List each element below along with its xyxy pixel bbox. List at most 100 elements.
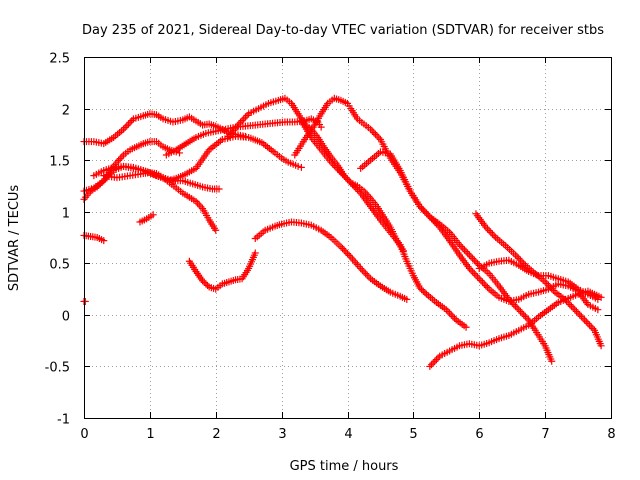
data-point (455, 241, 463, 249)
data-point (348, 181, 356, 189)
data-point (294, 162, 302, 170)
series-arc-13 (426, 287, 605, 370)
data-point (581, 316, 589, 324)
data-point (423, 209, 431, 217)
data-point (149, 211, 157, 219)
data-point (485, 227, 493, 235)
data-point (549, 286, 557, 294)
data-point (467, 266, 475, 274)
data-point (465, 251, 473, 259)
data-point (342, 248, 350, 256)
y-axis-label: SDTVAR / TECUs (7, 185, 22, 292)
x-tick-label: 2 (212, 427, 220, 442)
data-point (431, 357, 439, 365)
data-point (403, 295, 411, 303)
series-arc-10 (185, 249, 259, 293)
data-point (487, 228, 495, 236)
chart-title: Day 235 of 2021, Sidereal Day-to-day VTE… (82, 23, 604, 38)
data-point (126, 118, 134, 126)
data-point (421, 289, 429, 297)
data-point (576, 311, 584, 319)
data-point (472, 258, 480, 266)
data-point (429, 216, 437, 224)
data-point (518, 309, 526, 317)
data-point (548, 357, 556, 365)
data-point (563, 297, 571, 305)
data-point (429, 359, 437, 367)
data-point (424, 211, 432, 219)
y-tick-label: -1 (57, 413, 70, 428)
data-point (444, 307, 452, 315)
data-point (353, 186, 361, 194)
data-point (199, 277, 207, 285)
data-point (472, 271, 480, 279)
data-point (240, 115, 248, 123)
data-point (474, 260, 482, 268)
data-point (449, 313, 457, 321)
data-point (513, 253, 521, 261)
data-point (469, 254, 477, 262)
data-point (121, 123, 129, 131)
data-point (571, 306, 579, 314)
data-point (480, 280, 488, 288)
data-point (350, 182, 358, 190)
data-point (566, 301, 574, 309)
data-point (235, 120, 243, 128)
data-point (297, 163, 305, 171)
data-point (243, 111, 251, 119)
data-point (462, 248, 470, 256)
data-point (101, 175, 109, 183)
data-point (362, 270, 370, 278)
data-point (371, 130, 379, 138)
data-point (474, 273, 482, 281)
data-point (464, 249, 472, 257)
data-point (543, 280, 551, 288)
data-point (238, 117, 246, 125)
data-point (574, 309, 582, 317)
series-arc-12 (357, 148, 602, 314)
data-point (587, 323, 595, 331)
data-point (419, 206, 427, 214)
data-point (367, 125, 375, 133)
data-point (427, 215, 435, 223)
data-point (594, 295, 602, 303)
data-point (451, 314, 459, 322)
data-point (541, 278, 549, 286)
data-point (459, 244, 467, 252)
data-point (200, 278, 208, 286)
data-point (475, 275, 483, 283)
data-point (421, 208, 429, 216)
data-point (337, 243, 345, 251)
data-point (584, 319, 592, 327)
data-point (594, 306, 602, 314)
data-point (482, 223, 490, 231)
data-point (345, 177, 353, 185)
grid-lines (84, 57, 611, 418)
data-point (339, 245, 347, 253)
data-point (434, 354, 442, 362)
data-point (215, 185, 223, 193)
data-point (360, 268, 368, 276)
data-point (340, 246, 348, 254)
x-tick-label: 8 (607, 427, 615, 442)
data-point (511, 251, 519, 259)
series-arc-2 (80, 138, 184, 203)
data-point (357, 264, 365, 272)
data-point (416, 203, 424, 211)
data-point (236, 118, 244, 126)
data-point (544, 281, 552, 289)
data-point (432, 356, 440, 364)
data-points (80, 94, 605, 370)
data-point (352, 184, 360, 192)
series-arc-9 (251, 218, 411, 303)
data-point (418, 286, 426, 294)
data-point (561, 295, 569, 303)
data-point (81, 297, 89, 305)
data-point (488, 230, 496, 238)
x-tick-label: 5 (409, 427, 417, 442)
data-point (548, 285, 556, 293)
data-point (597, 342, 605, 350)
data-point (516, 307, 524, 315)
series-arc-11 (297, 117, 470, 331)
